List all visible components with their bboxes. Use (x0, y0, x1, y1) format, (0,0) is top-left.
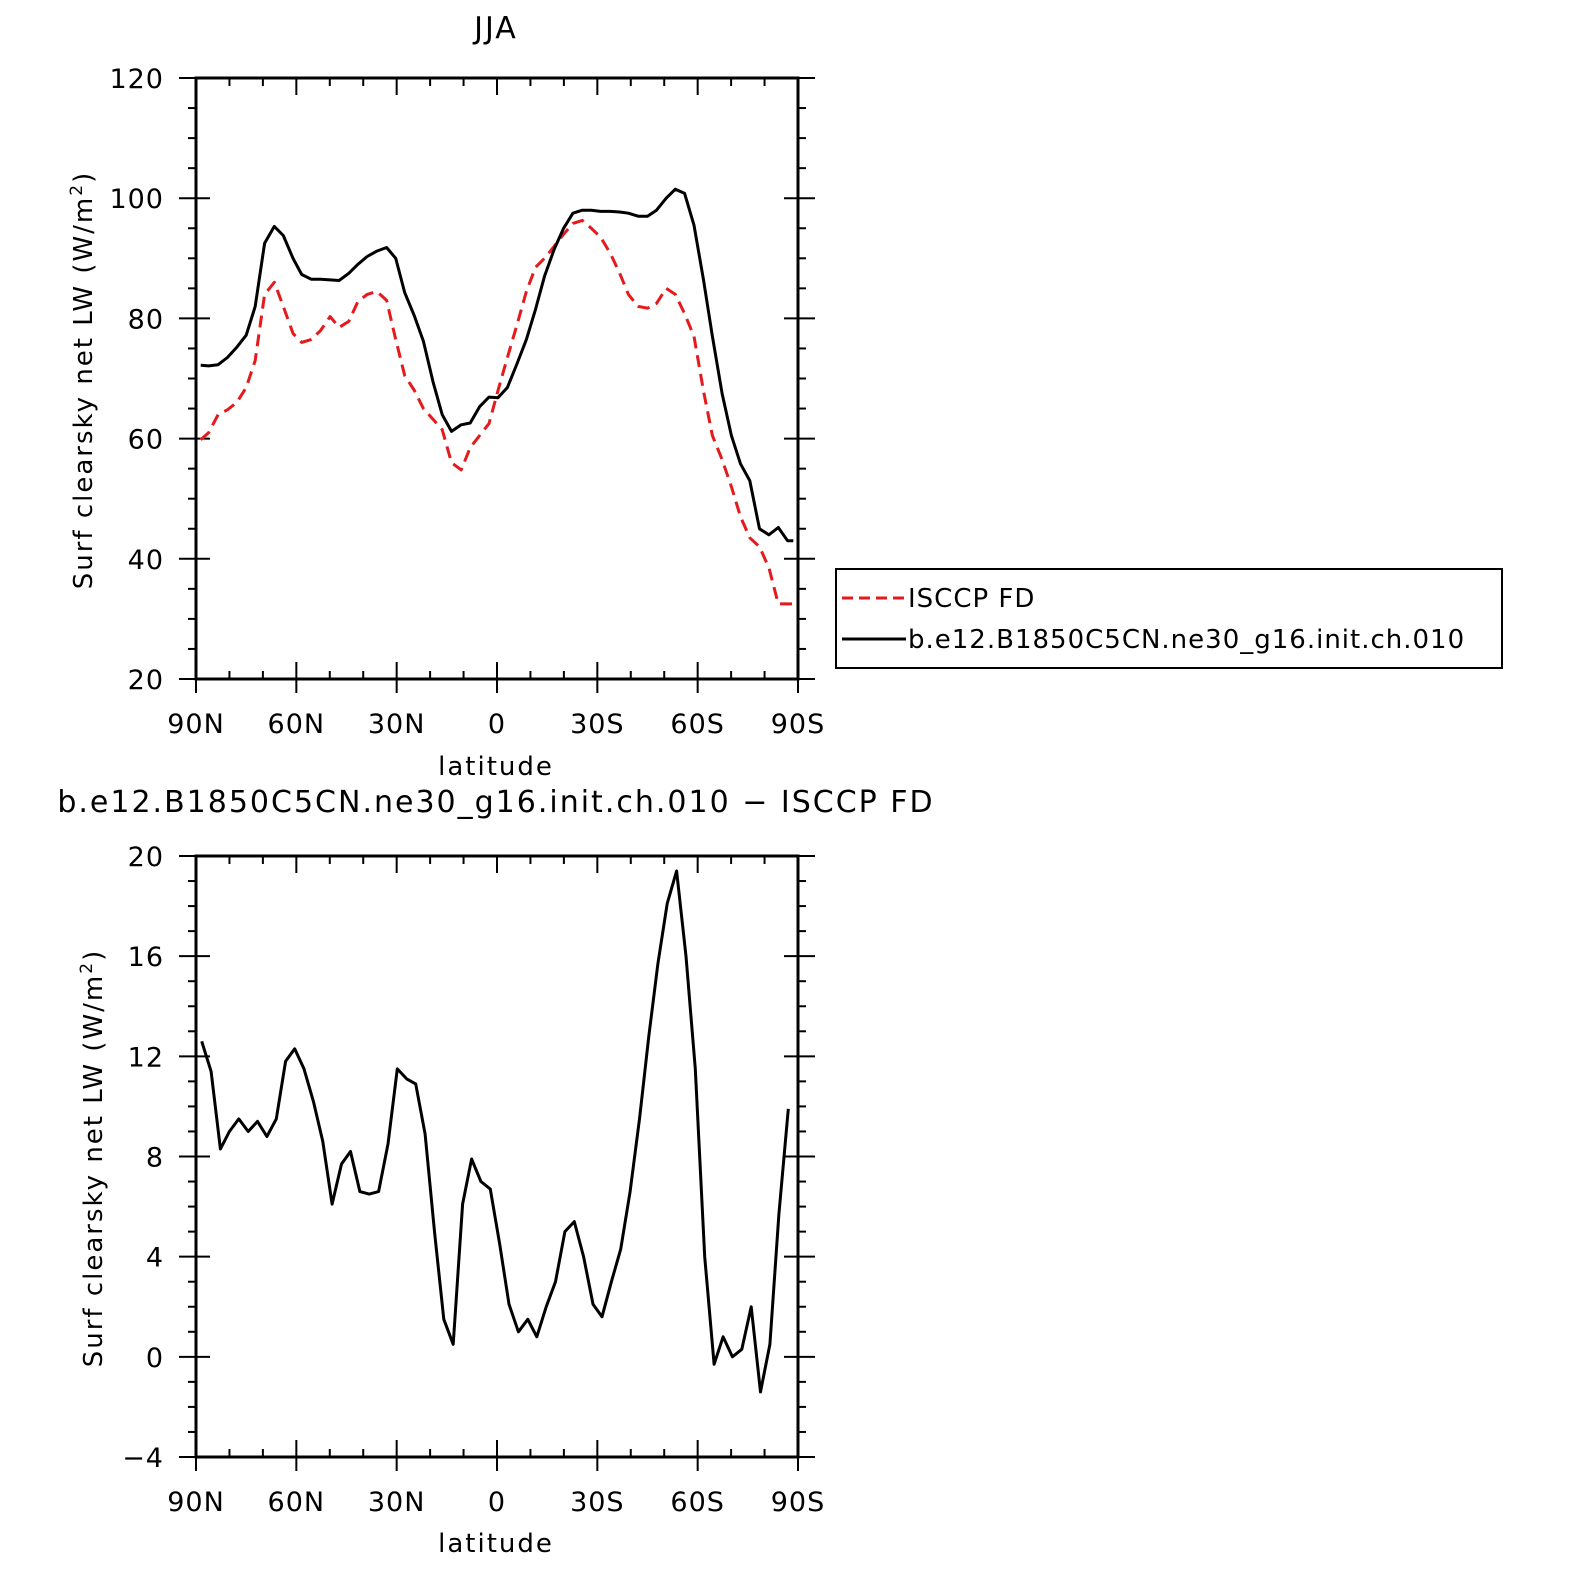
bottom-y-axis-label: Surf clearsky net LW (W/m2) (77, 949, 109, 1367)
bottom-panel-title: b.e12.B1850C5CN.ne30_g16.init.ch.010 − I… (57, 785, 934, 820)
legend-box (835, 568, 1503, 669)
bottom-x-tick-label: 60S (670, 1487, 725, 1518)
bottom-y-tick-label: −4 (122, 1443, 164, 1474)
top-y-tick-label: 100 (109, 184, 164, 215)
bottom-x-tick-label: 60N (268, 1487, 326, 1518)
top-y-tick-label: 120 (109, 64, 164, 95)
bottom-y-tick-label: 0 (146, 1343, 164, 1374)
top-series-line-isccp (199, 218, 794, 606)
legend-label-model: b.e12.B1850C5CN.ne30_g16.init.ch.010 (908, 625, 1465, 655)
top-x-axis-label: latitude (438, 752, 554, 782)
legend-label-isccp: ISCCP FD (908, 584, 1035, 614)
top-x-tick-label: 90S (771, 709, 826, 740)
bottom-x-axis-label: latitude (438, 1529, 554, 1559)
top-panel: JJA 90N 60N 30N 0 30S 60S 90S 20 40 60 80 100 120 la… (67, 11, 1503, 782)
bottom-y-tick-label: 8 (146, 1143, 164, 1174)
top-plot-frame (194, 76, 800, 681)
bottom-panel: b.e12.B1850C5CN.ne30_g16.init.ch.010 − I… (57, 785, 934, 1559)
top-series-line-model (200, 187, 794, 543)
bottom-x-tick-label: 90N (167, 1487, 225, 1518)
bottom-plot-frame (194, 854, 800, 1459)
top-x-tick-label: 60S (670, 709, 725, 740)
top-x-tick-label: 60N (268, 709, 326, 740)
bottom-x-tick-label: 30S (570, 1487, 625, 1518)
top-x-tick-label: 90N (167, 709, 225, 740)
bottom-y-tick-label: 12 (128, 1042, 164, 1073)
top-x-tick-label: 30S (570, 709, 625, 740)
top-y-axis-label: Surf clearsky net LW (W/m2) (67, 171, 99, 589)
top-y-tick-label: 40 (128, 545, 164, 576)
top-x-tick-label: 30N (368, 709, 426, 740)
top-x-tick-label: 0 (488, 709, 506, 740)
bottom-y-tick-label: 4 (146, 1243, 164, 1274)
bottom-x-tick-label: 90S (771, 1487, 826, 1518)
top-panel-title: JJA (472, 11, 518, 46)
bottom-y-tick-label: 20 (128, 842, 164, 873)
bottom-series-line-model (200, 869, 790, 1394)
bottom-x-tick-label: 0 (488, 1487, 506, 1518)
legend: ISCCP FD b.e12.B1850C5CN.ne30_g16.init.c… (835, 568, 1503, 669)
top-y-tick-label: 60 (128, 425, 164, 456)
bottom-y-tick-label: 16 (128, 942, 164, 973)
top-y-tick-label: 20 (128, 665, 164, 696)
top-y-tick-label: 80 (128, 304, 164, 335)
bottom-x-tick-label: 30N (368, 1487, 426, 1518)
